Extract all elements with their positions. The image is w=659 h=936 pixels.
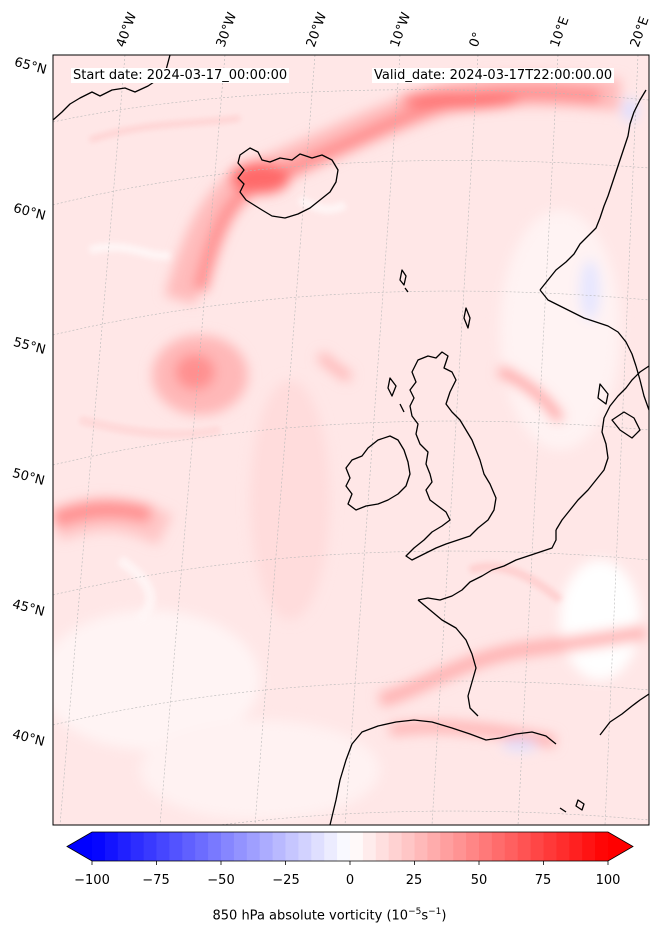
colorbar-bin bbox=[466, 832, 480, 861]
graticule bbox=[53, 55, 649, 825]
colorbar-bin bbox=[414, 832, 428, 861]
colorbar-bin bbox=[92, 832, 106, 861]
colorbar-bin bbox=[195, 832, 209, 861]
valid-date-label: Valid_date: 2024-03-17T22:00:00.00 bbox=[372, 68, 615, 83]
colorbar-bin bbox=[350, 832, 364, 861]
colorbar-bin bbox=[440, 832, 454, 861]
great-britain-coast bbox=[405, 351, 497, 561]
cbar-title-suffix: ) bbox=[441, 908, 447, 924]
cbar-title-exp2: −1 bbox=[428, 907, 442, 917]
cbar-tick: −50 bbox=[207, 873, 235, 888]
coastlines bbox=[53, 55, 649, 825]
cbar-tick: 50 bbox=[470, 873, 488, 888]
ireland-coast bbox=[345, 435, 411, 511]
cbar-title-mid: s bbox=[421, 908, 429, 924]
north-sea-coast bbox=[555, 365, 649, 531]
colorbar-bin bbox=[130, 832, 145, 861]
colorbar-extend-max bbox=[608, 832, 633, 861]
colorbar-bin bbox=[156, 832, 170, 861]
colorbar-bin bbox=[221, 832, 235, 861]
colorbar-bin bbox=[556, 832, 570, 861]
colorbar-bin bbox=[401, 832, 416, 861]
start-date-label: Start date: 2024-03-17_00:00:00 bbox=[71, 68, 290, 83]
colorbar-bin bbox=[337, 832, 351, 861]
colorbar-bin bbox=[388, 832, 403, 861]
colorbar-bin bbox=[208, 832, 222, 861]
colorbar-bin bbox=[298, 832, 312, 861]
vorticity-field bbox=[53, 74, 647, 820]
colorbar-bin bbox=[246, 832, 261, 861]
cbar-tick: −25 bbox=[272, 873, 300, 888]
iberia-coast bbox=[329, 719, 557, 825]
iceland-coast bbox=[237, 147, 339, 219]
colorbar-bin bbox=[324, 832, 338, 861]
norway-coast bbox=[539, 89, 647, 367]
colorbar-bin bbox=[104, 832, 119, 861]
colorbar-bin bbox=[517, 832, 532, 861]
colorbar-bin bbox=[569, 832, 583, 861]
colorbar-bin bbox=[543, 832, 557, 861]
africa-coast bbox=[599, 693, 649, 736]
colorbar-bin bbox=[285, 832, 299, 861]
colorbar-bin bbox=[427, 832, 441, 861]
colorbar-bin bbox=[117, 832, 132, 861]
france-coast bbox=[417, 530, 557, 717]
cbar-tick: 25 bbox=[405, 873, 423, 888]
colorbar-bin bbox=[453, 832, 467, 861]
colorbar-bin bbox=[375, 832, 390, 861]
colorbar-bin bbox=[259, 832, 274, 861]
cbar-title-exp1: −5 bbox=[408, 907, 422, 917]
colorbar-bin bbox=[530, 832, 545, 861]
cbar-tick: −75 bbox=[142, 873, 170, 888]
colorbar-bin bbox=[182, 832, 196, 861]
colorbar-bin bbox=[169, 832, 183, 861]
colorbar-bin bbox=[311, 832, 325, 861]
cbar-tick: −100 bbox=[74, 873, 110, 888]
colorbar-bin bbox=[582, 832, 596, 861]
colorbar-extend-min bbox=[67, 832, 92, 861]
colorbar-bin bbox=[491, 832, 506, 861]
colorbar-bin bbox=[595, 832, 609, 861]
colorbar-bin bbox=[143, 832, 158, 861]
colorbar-bin bbox=[272, 832, 287, 861]
colorbar-bin bbox=[233, 832, 248, 861]
map-frame bbox=[52, 54, 650, 826]
colorbar bbox=[66, 831, 634, 865]
colorbar-bin bbox=[362, 832, 377, 861]
colorbar-bin bbox=[504, 832, 519, 861]
colorbar-title: 850 hPa absolute vorticity (10−5s−1) bbox=[0, 907, 659, 923]
cbar-tick: 75 bbox=[534, 873, 552, 888]
cbar-tick: 0 bbox=[345, 873, 355, 888]
colorbar-bin bbox=[479, 832, 493, 861]
cbar-title-prefix: 850 hPa absolute vorticity (10 bbox=[212, 908, 409, 924]
cbar-tick: 100 bbox=[595, 873, 621, 888]
